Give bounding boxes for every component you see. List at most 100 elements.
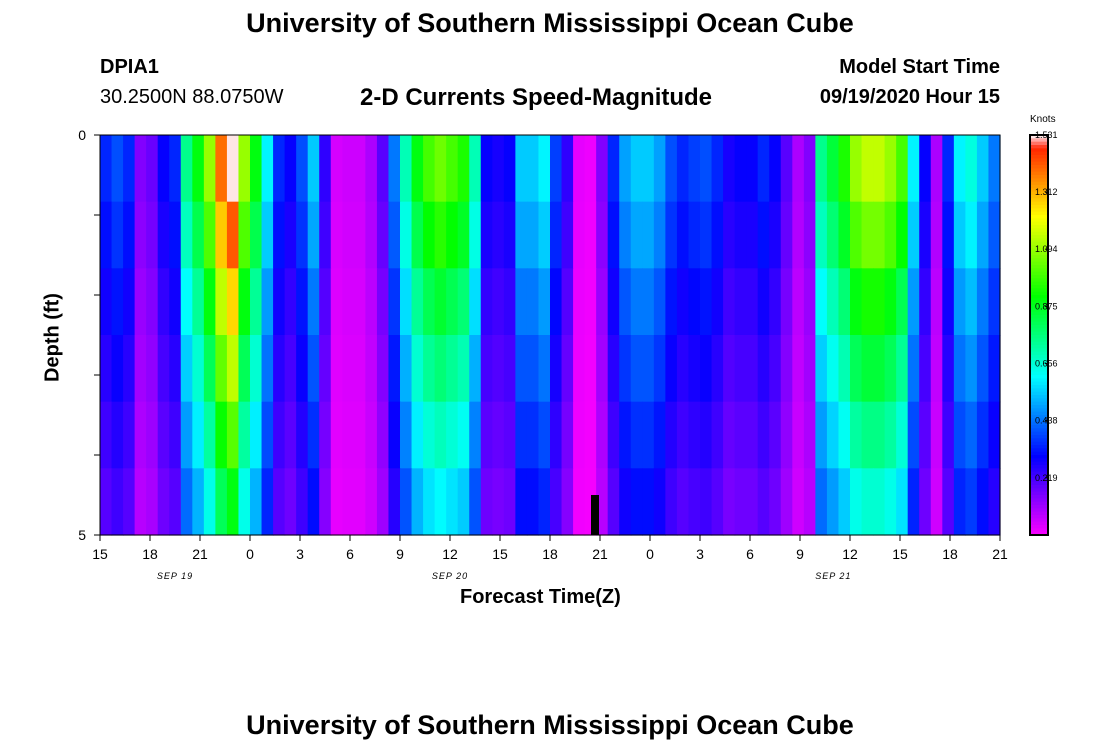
colorbar-swatch: [1030, 528, 1048, 533]
heatmap-cell: [700, 335, 713, 403]
heatmap-cell: [550, 268, 563, 336]
heatmap-cell: [446, 135, 459, 203]
heatmap-cell: [226, 401, 240, 469]
heatmap-cell: [180, 401, 193, 469]
heatmap-cell: [596, 401, 609, 469]
model-start-value: 09/19/2020 Hour 15: [819, 86, 1000, 108]
heatmap-cell: [446, 401, 459, 469]
colorbar-swatch: [1030, 161, 1048, 166]
heatmap-cell: [307, 268, 320, 336]
heatmap-cell: [688, 335, 701, 403]
heatmap-cell: [884, 335, 897, 403]
colorbar-swatch: [1030, 515, 1048, 519]
heatmap-cell: [123, 135, 136, 203]
heatmap-cell: [757, 201, 770, 269]
heatmap-cell: [976, 201, 990, 269]
heatmap-cell: [203, 135, 216, 203]
heatmap-cell: [515, 401, 528, 469]
colorbar-swatch: [1030, 285, 1048, 289]
heatmap-cell: [388, 335, 401, 403]
colorbar-swatch: [1030, 451, 1048, 456]
heatmap-cell: [873, 135, 886, 203]
colorbar-swatch: [1030, 311, 1048, 316]
heatmap-cell: [353, 335, 366, 403]
heatmap-cell: [526, 401, 540, 469]
heatmap-cell: [515, 201, 528, 269]
heatmap-cell: [226, 201, 240, 269]
heatmap-cell: [665, 468, 678, 536]
colorbar-swatch: [1030, 148, 1048, 153]
heatmap-cell: [503, 468, 516, 536]
colorbar-swatch: [1030, 258, 1048, 263]
colorbar-swatch: [1030, 498, 1048, 503]
heatmap-cell: [976, 335, 990, 403]
heatmap-cell: [411, 135, 424, 203]
heatmap-cell: [850, 468, 863, 536]
heatmap-cell: [746, 468, 759, 536]
heatmap-cell: [307, 468, 320, 536]
heatmap-cell: [365, 268, 378, 336]
colorbar-swatch: [1030, 531, 1048, 536]
heatmap-cell: [146, 135, 159, 203]
heatmap-cell: [342, 135, 355, 203]
heatmap-cell: [930, 268, 943, 336]
heatmap-cell: [123, 401, 136, 469]
colorbar-tick-label: 1.094: [1035, 244, 1058, 254]
y-tick-label: 5: [78, 527, 86, 543]
heatmap-cell: [676, 335, 690, 403]
heatmap-cell: [607, 335, 620, 403]
heatmap-cell: [642, 468, 655, 536]
colorbar-swatch: [1030, 251, 1048, 256]
colorbar-swatch: [1030, 435, 1048, 439]
colorbar-swatch: [1030, 328, 1048, 333]
heatmap-cell: [584, 401, 597, 469]
heatmap-cell: [273, 268, 286, 336]
heatmap-cell: [365, 135, 378, 203]
colorbar-swatch: [1030, 231, 1048, 236]
colorbar-swatch: [1030, 355, 1048, 359]
colorbar-swatch: [1030, 265, 1048, 269]
colorbar-swatch: [1030, 428, 1048, 433]
heatmap-cell: [688, 201, 701, 269]
heatmap-cell: [434, 201, 447, 269]
heatmap-cell: [965, 401, 978, 469]
heatmap-cell: [573, 335, 586, 403]
colorbar-swatch: [1030, 185, 1048, 189]
heatmap-cell: [353, 268, 366, 336]
heatmap-cell: [330, 201, 343, 269]
heatmap-cell: [746, 201, 759, 269]
colorbar-swatch: [1030, 261, 1048, 266]
heatmap-cell: [307, 135, 320, 203]
data-marker-bar: [591, 495, 599, 535]
colorbar-swatch: [1030, 448, 1048, 453]
colorbar-swatch: [1030, 518, 1048, 523]
colorbar-swatch: [1030, 485, 1048, 489]
colorbar: 1.531 1.312 1.094 0.875 0.656 0.438 0.219: [1029, 130, 1058, 536]
heatmap-cell: [746, 335, 759, 403]
heatmap-cell: [930, 468, 943, 536]
heatmap-cell: [388, 468, 401, 536]
colorbar-swatch: [1030, 475, 1048, 479]
heatmap-cell: [965, 335, 978, 403]
heatmap-cell: [480, 201, 493, 269]
heatmap-cell: [676, 401, 690, 469]
heatmap-cell: [134, 401, 147, 469]
heatmap-cell: [573, 201, 586, 269]
heatmap-cell: [203, 468, 216, 536]
colorbar-swatch: [1030, 338, 1048, 343]
heatmap-cell: [192, 468, 205, 536]
heatmap-cell: [273, 401, 286, 469]
heatmap-cell: [584, 135, 597, 203]
heatmap-cell: [100, 201, 113, 269]
heatmap-cell: [642, 135, 655, 203]
colorbar-swatch: [1030, 351, 1048, 356]
heatmap-cell: [919, 268, 932, 336]
heatmap-cell: [711, 401, 724, 469]
heatmap-cell: [157, 401, 170, 469]
colorbar-swatch: [1030, 155, 1048, 159]
x-tick-label: 15: [92, 546, 108, 562]
heatmap-cell: [238, 268, 251, 336]
heatmap-cell: [607, 468, 620, 536]
heatmap-cell: [296, 401, 309, 469]
heatmap-cell: [180, 468, 193, 536]
